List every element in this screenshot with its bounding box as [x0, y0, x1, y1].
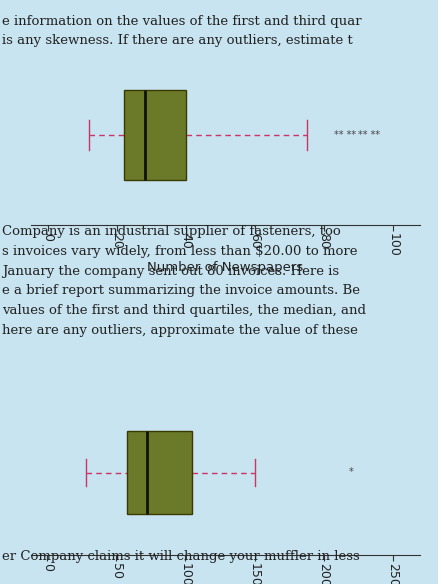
Text: is any skewness. If there are any outliers, estimate t: is any skewness. If there are any outlie… — [2, 34, 353, 47]
Text: here are any outliers, approximate the value of these: here are any outliers, approximate the v… — [2, 324, 358, 337]
Text: ** **: ** ** — [333, 130, 356, 140]
Text: Company is an industrial supplier of fasteners, too: Company is an industrial supplier of fas… — [2, 225, 341, 238]
Text: *: * — [349, 468, 354, 478]
Text: s invoices vary widely, from less than $20.00 to more: s invoices vary widely, from less than $… — [2, 245, 358, 258]
Text: ** **: ** ** — [358, 130, 380, 140]
Text: er Company claims it will change your muffler in less: er Company claims it will change your mu… — [2, 550, 360, 563]
Text: e information on the values of the first and third quar: e information on the values of the first… — [2, 15, 362, 27]
Bar — [127, 431, 192, 514]
X-axis label: Number of Newspapers: Number of Newspapers — [148, 262, 304, 274]
Text: January the company sent out 80 invoices. Here is: January the company sent out 80 invoices… — [2, 265, 339, 277]
Text: values of the first and third quartiles, the median, and: values of the first and third quartiles,… — [2, 304, 366, 317]
Bar — [124, 90, 186, 180]
Text: e a brief report summarizing the invoice amounts. Be: e a brief report summarizing the invoice… — [2, 284, 360, 297]
